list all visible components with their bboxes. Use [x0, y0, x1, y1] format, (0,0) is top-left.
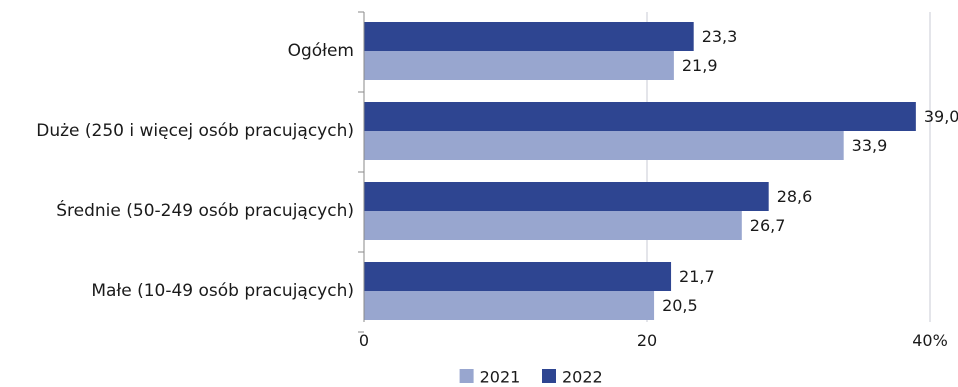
legend-label-2021: 2021 [480, 368, 521, 387]
bar-2021-3 [364, 291, 655, 320]
bar-2022-3 [364, 262, 672, 291]
bar-2021-0 [364, 51, 674, 80]
bar-2021-1 [364, 131, 844, 160]
tick-labels: 0 20 40% [359, 331, 948, 350]
x-tick-label-40: 40% [912, 331, 948, 350]
value-labels: 23,3 21,9 39,0 33,9 28,6 26,7 21,7 20,5 [662, 27, 958, 315]
bar-2022-1 [364, 102, 916, 131]
category-labels: Ogółem Duże (250 i więcej osób pracującyc… [36, 41, 354, 301]
value-label-2022-1: 39,0 [924, 107, 958, 126]
bar-2022-0 [364, 22, 694, 51]
legend-swatch-2022 [542, 369, 556, 383]
x-tick-label-0: 0 [359, 331, 369, 350]
legend: 2021 2022 [459, 368, 603, 387]
value-label-2021-2: 26,7 [750, 216, 786, 235]
value-label-2022-0: 23,3 [702, 27, 738, 46]
category-label-3: Małe (10-49 osób pracujących) [91, 281, 354, 301]
bar-2022-2 [364, 182, 769, 211]
category-label-1: Duże (250 i więcej osób pracujących) [36, 121, 354, 141]
legend-swatch-2021 [459, 369, 474, 383]
category-label-0: Ogółem [288, 41, 354, 61]
value-label-2021-3: 20,5 [662, 296, 698, 315]
value-label-2022-2: 28,6 [777, 187, 813, 206]
x-tick-label-20: 20 [637, 331, 657, 350]
legend-label-2022: 2022 [562, 368, 603, 387]
category-label-2: Średnie (50-249 osób pracujących) [56, 199, 354, 221]
value-label-2021-1: 33,9 [852, 136, 888, 155]
bars [364, 22, 916, 320]
value-label-2022-3: 21,7 [679, 267, 715, 286]
value-label-2021-0: 21,9 [682, 56, 718, 75]
bar-2021-2 [364, 211, 742, 240]
category-axis [358, 11, 365, 333]
